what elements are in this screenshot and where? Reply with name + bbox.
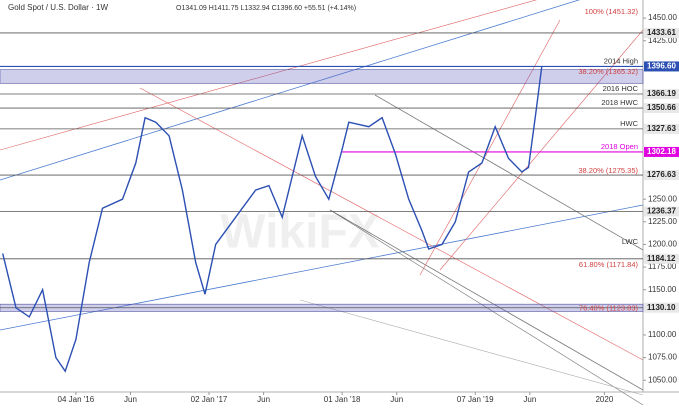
x-tick-label: Jun	[257, 395, 270, 404]
annotation: 2018 Open	[601, 142, 638, 151]
level-label: 1276.63	[647, 170, 676, 179]
level-label-box	[644, 123, 679, 134]
annotation: HWC	[620, 119, 638, 128]
y-tick-label: 1200.00	[648, 240, 677, 249]
y-tick-label: 1100.00	[648, 330, 677, 339]
x-tick-label: 02 Jan '17	[191, 395, 228, 404]
level-label-box	[644, 61, 679, 72]
zone-band	[0, 69, 644, 84]
annotation: 38.20% (1275.35)	[578, 166, 638, 175]
annotation: 2014 High	[604, 56, 638, 65]
annotation: 100% (1451.32)	[585, 7, 639, 16]
x-tick-label: 2020	[595, 395, 613, 404]
x-tick-label: Jun	[124, 395, 137, 404]
x-tick-label: 01 Jan '18	[324, 395, 361, 404]
watermark: WikiFX	[220, 206, 380, 259]
level-label: 1184.12	[647, 254, 676, 263]
level-label-box	[644, 302, 679, 313]
annotation: 76.40% (1123.83)	[579, 303, 639, 312]
level-label: 1366.19	[647, 89, 676, 98]
level-label-box	[644, 103, 679, 114]
level-label: 1350.66	[647, 103, 676, 112]
annotation: 2018 HWC	[601, 98, 638, 107]
level-label: 1433.61	[647, 28, 676, 37]
annotation: LWC	[622, 237, 639, 246]
level-label-box	[644, 27, 679, 38]
ohlc: O1341.09 H1411.75 L1332.94 C1396.60 +55.…	[176, 5, 356, 12]
x-tick-label: 07 Jan '19	[457, 395, 494, 404]
level-label: 1396.60	[647, 62, 676, 71]
level-label: 1327.63	[647, 124, 676, 133]
level-label-box	[644, 170, 679, 181]
annotation: 2016 HOC	[603, 84, 639, 93]
trend-lines	[0, 0, 644, 406]
y-tick-label: 1225.00	[648, 217, 677, 226]
y-tick-label: 1150.00	[648, 285, 677, 294]
x-tick-label: 04 Jan '16	[58, 395, 95, 404]
y-tick-label: 1050.00	[648, 375, 677, 384]
level-label-box	[644, 88, 679, 99]
y-tick-label: 1250.00	[648, 194, 677, 203]
annotation: 38.20% (1365.32)	[578, 67, 638, 76]
y-tick-label: 1450.00	[648, 13, 677, 22]
annotation: 61.80% (1171.84)	[579, 260, 639, 269]
level-label-box	[644, 146, 679, 157]
level-label-box	[644, 253, 679, 264]
y-tick-label: 1075.00	[648, 353, 677, 362]
level-label-box	[644, 206, 679, 217]
level-label: 1302.18	[647, 147, 676, 156]
y-tick-label: 1425.00	[648, 36, 677, 45]
price-line	[2, 66, 543, 373]
y-tick-label: 1175.00	[648, 262, 677, 271]
x-tick-label: Jun	[390, 395, 403, 404]
chart-title: Gold Spot / U.S. Dollar · 1W	[8, 3, 108, 12]
level-label: 1130.10	[647, 303, 676, 312]
level-label: 1236.37	[647, 207, 676, 216]
x-tick-label: Jun	[523, 395, 536, 404]
